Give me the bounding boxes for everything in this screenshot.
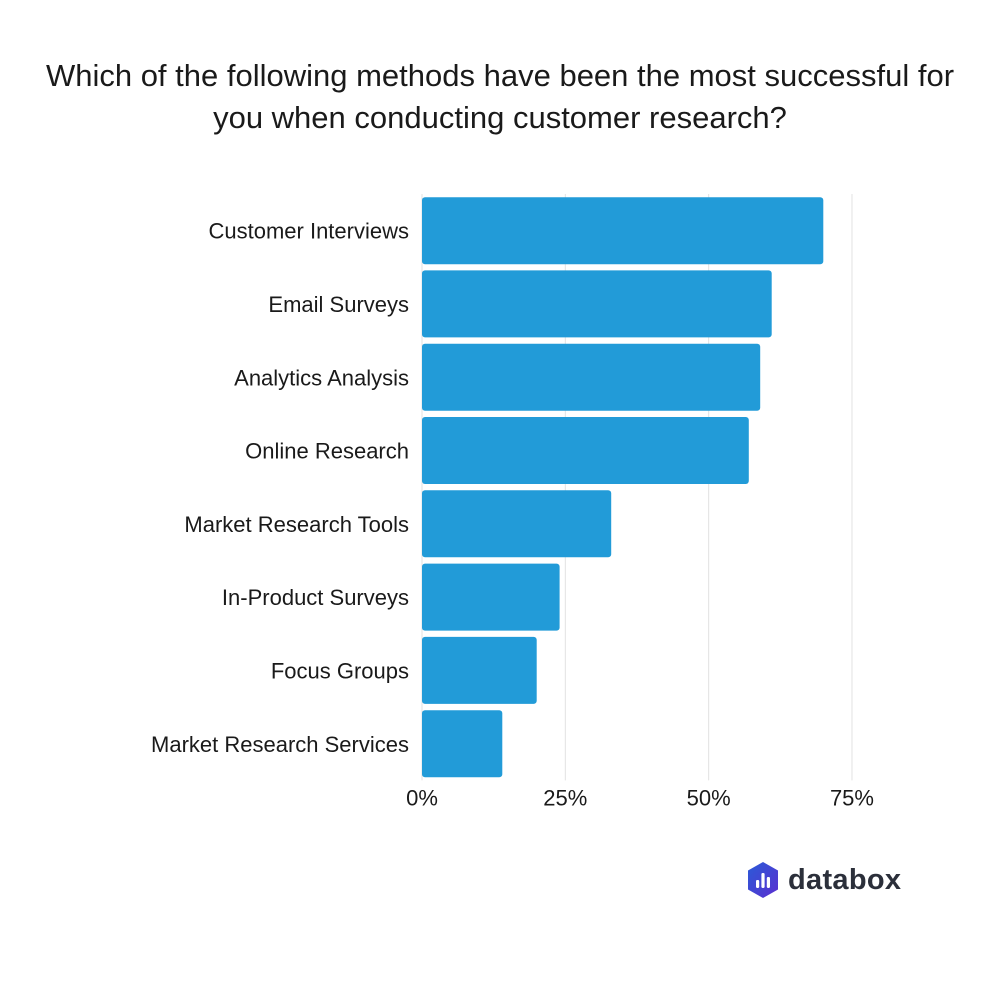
category-label: In-Product Surveys	[222, 585, 409, 610]
x-tick-label: 75%	[830, 785, 874, 810]
bar	[422, 417, 749, 484]
chart-title: Which of the following methods have been…	[45, 58, 955, 135]
bar	[422, 343, 761, 411]
bar	[422, 490, 612, 558]
category-label: Market Research Tools	[184, 512, 409, 537]
bar	[422, 710, 503, 778]
category-label: Online Research	[245, 439, 409, 464]
category-label: Email Surveys	[268, 292, 409, 317]
databox-logo-icon	[748, 862, 778, 898]
x-tick-label: 25%	[543, 785, 587, 810]
x-tick-label: 0%	[406, 785, 438, 810]
category-label: Focus Groups	[271, 658, 409, 683]
bar	[422, 636, 537, 704]
logo-text: databox	[788, 863, 902, 896]
category-label: Analytics Analysis	[234, 365, 409, 390]
bar	[422, 270, 772, 338]
category-labels: Customer Interviews Email Surveys Analytic…	[151, 219, 409, 757]
x-tick-label: 50%	[687, 785, 731, 810]
bar	[422, 197, 824, 265]
x-tick-labels: 0% 25% 50% 75%	[406, 785, 874, 810]
bar	[422, 563, 560, 631]
category-label: Customer Interviews	[208, 219, 409, 244]
category-label: Market Research Services	[151, 732, 409, 757]
databox-logo: databox	[746, 860, 901, 900]
bars	[422, 197, 824, 778]
